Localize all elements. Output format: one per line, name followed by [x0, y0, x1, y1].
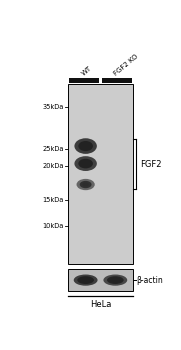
Text: FGF2: FGF2 — [140, 160, 161, 169]
Ellipse shape — [81, 278, 90, 282]
Ellipse shape — [77, 276, 94, 284]
Bar — [102, 78, 132, 83]
Ellipse shape — [107, 276, 124, 284]
Ellipse shape — [78, 141, 93, 151]
Text: HeLa: HeLa — [90, 300, 111, 309]
Ellipse shape — [77, 179, 95, 190]
Ellipse shape — [111, 278, 120, 282]
Text: β-actin: β-actin — [137, 275, 163, 285]
Bar — [68, 84, 133, 264]
Text: 15kDa: 15kDa — [43, 197, 64, 203]
Text: 10kDa: 10kDa — [43, 223, 64, 229]
Ellipse shape — [80, 181, 92, 188]
Text: 25kDa: 25kDa — [43, 146, 64, 152]
Ellipse shape — [74, 274, 98, 286]
Ellipse shape — [103, 274, 127, 286]
Text: FGF2 KO: FGF2 KO — [113, 53, 139, 77]
Ellipse shape — [82, 144, 90, 149]
Text: 20kDa: 20kDa — [43, 163, 64, 169]
Ellipse shape — [78, 159, 93, 168]
Bar — [68, 269, 133, 291]
Ellipse shape — [82, 161, 90, 166]
Text: WT: WT — [81, 65, 93, 77]
Text: 35kDa: 35kDa — [43, 104, 64, 110]
Bar — [69, 78, 99, 83]
Ellipse shape — [74, 156, 97, 171]
Ellipse shape — [74, 138, 97, 154]
Ellipse shape — [82, 183, 89, 187]
